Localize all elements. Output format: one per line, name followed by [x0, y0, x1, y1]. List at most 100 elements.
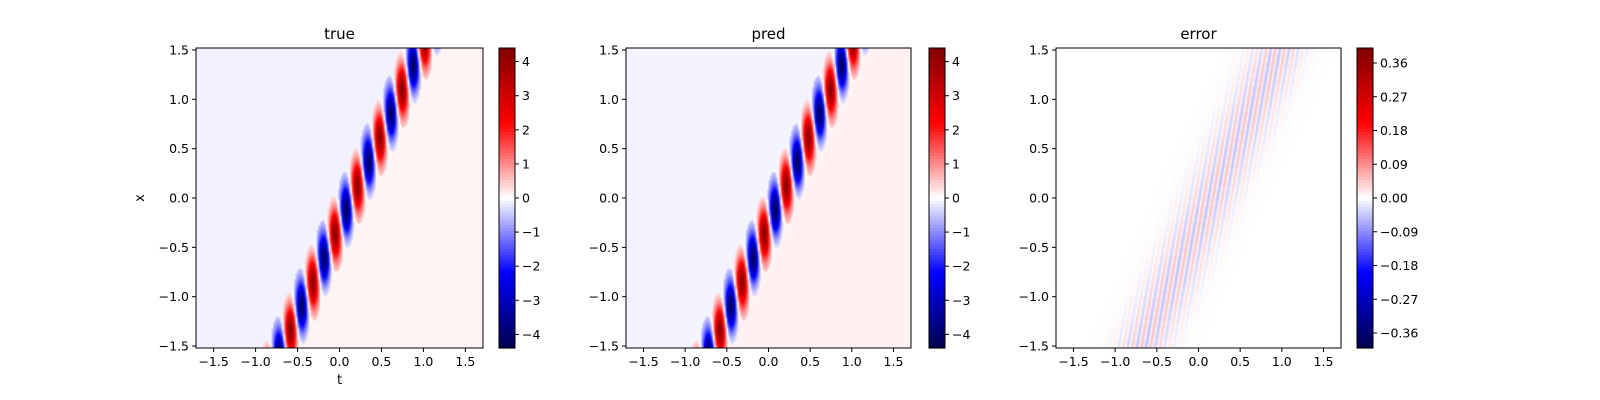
colorbar-segment — [1357, 111, 1373, 115]
colorbar-segment — [1357, 300, 1373, 304]
x-tick-label: 1.0 — [842, 354, 862, 369]
colorbar-segment — [1357, 147, 1373, 151]
colorbar-tick-label: 1 — [522, 156, 530, 171]
colorbar-tick-label: 0 — [522, 191, 530, 206]
colorbar-segment — [929, 99, 945, 103]
colorbar-tick-label: 4 — [522, 54, 530, 69]
x-tick-label: −1.5 — [198, 354, 228, 369]
colorbar-segment — [1357, 318, 1373, 322]
y-tick-label: −1.5 — [1019, 339, 1049, 354]
colorbar-segment — [929, 129, 945, 133]
colorbar-segment — [499, 126, 515, 130]
colorbar-segment — [499, 87, 515, 91]
colorbar-segment — [1357, 132, 1373, 136]
colorbar-segment — [1357, 243, 1373, 247]
colorbar-segment — [499, 318, 515, 322]
colorbar-segment — [499, 141, 515, 145]
colorbar-segment — [1357, 339, 1373, 343]
colorbar-segment — [929, 174, 945, 178]
colorbar-segment — [929, 150, 945, 154]
colorbar-segment — [1357, 228, 1373, 232]
colorbar-segment — [929, 321, 945, 325]
colorbar-segment — [499, 195, 515, 199]
colorbar-segment — [929, 102, 945, 106]
colorbar-segment — [1357, 315, 1373, 319]
colorbar-segment — [499, 159, 515, 163]
colorbar-segment — [929, 264, 945, 268]
colorbar-segment — [499, 66, 515, 70]
colorbar-tick-label: −3 — [952, 293, 970, 308]
colorbar-segment — [1357, 165, 1373, 169]
colorbar-segment — [499, 99, 515, 103]
x-tick-label: 1.5 — [1314, 354, 1334, 369]
colorbar-segment — [929, 231, 945, 235]
colorbar-segment — [1357, 186, 1373, 190]
y-tick-label: −1.5 — [589, 339, 619, 354]
colorbar-segment — [929, 318, 945, 322]
colorbar-segment — [499, 321, 515, 325]
colorbar-segment — [499, 93, 515, 97]
colorbar-segment — [499, 207, 515, 211]
y-tick-label: 1.5 — [1029, 42, 1049, 57]
colorbar-segment — [499, 324, 515, 328]
colorbar-segment — [929, 228, 945, 232]
colorbar-segment — [499, 288, 515, 292]
colorbar-segment — [499, 72, 515, 76]
colorbar-segment — [929, 165, 945, 169]
colorbar-segment — [929, 237, 945, 241]
colorbar-segment — [929, 105, 945, 109]
colorbar-segment — [929, 225, 945, 229]
colorbar-segment — [499, 342, 515, 346]
colorbar-segment — [1357, 126, 1373, 130]
colorbar-segment — [929, 207, 945, 211]
colorbar-segment — [929, 273, 945, 277]
colorbar-tick-label: −2 — [522, 259, 540, 274]
x-tick-label: −1.5 — [628, 354, 658, 369]
colorbar-segment — [929, 234, 945, 238]
chart-title: true — [324, 25, 355, 43]
colorbar-segment — [499, 129, 515, 133]
colorbar-segment — [929, 192, 945, 196]
colorbar-segment — [1357, 237, 1373, 241]
x-tick-label: 0.5 — [372, 354, 392, 369]
y-tick-label: −0.5 — [1019, 240, 1049, 255]
colorbar-segment — [929, 240, 945, 244]
y-tick-label: −1.0 — [1019, 289, 1049, 304]
colorbar-segment — [499, 75, 515, 79]
colorbar-tick-label: 0.00 — [1380, 191, 1408, 206]
colorbar-segment — [929, 126, 945, 130]
colorbar-segment — [1357, 240, 1373, 244]
colorbar-segment — [929, 243, 945, 247]
colorbar-tick-label: 2 — [952, 122, 960, 137]
colorbar-segment — [1357, 255, 1373, 259]
colorbar-segment — [929, 288, 945, 292]
colorbar-segment — [929, 291, 945, 295]
colorbar-segment — [499, 219, 515, 223]
colorbar-segment — [929, 204, 945, 208]
colorbar-segment — [499, 63, 515, 67]
colorbar-segment — [929, 285, 945, 289]
y-tick-label: 0.5 — [169, 141, 189, 156]
x-tick-label: −0.5 — [1142, 354, 1172, 369]
chart-panel-0: −1.5 −1.0 −0.5 0.0 0.5 1.0 1.5 −1.5 −1.0 −0.5 0.0 0… — [133, 25, 540, 388]
colorbar-segment — [929, 297, 945, 301]
colorbar-segment — [1357, 321, 1373, 325]
colorbar-segment — [929, 258, 945, 262]
colorbar-segment — [1357, 96, 1373, 100]
y-tick-label: 1.5 — [169, 42, 189, 57]
colorbar-segment — [499, 90, 515, 94]
colorbar-segment — [929, 303, 945, 307]
colorbar-segment — [1357, 336, 1373, 340]
colorbar-segment — [1357, 117, 1373, 121]
colorbar-segment — [499, 294, 515, 298]
colorbar-segment — [499, 69, 515, 73]
colorbar-segment — [499, 249, 515, 253]
colorbar-segment — [929, 195, 945, 199]
colorbar-segment — [929, 201, 945, 205]
colorbar-segment — [1357, 162, 1373, 166]
colorbar-tick-label: 0 — [952, 191, 960, 206]
colorbar-segment — [1357, 273, 1373, 277]
colorbar-segment — [1357, 231, 1373, 235]
colorbar-tick-label: 0.18 — [1380, 123, 1408, 138]
